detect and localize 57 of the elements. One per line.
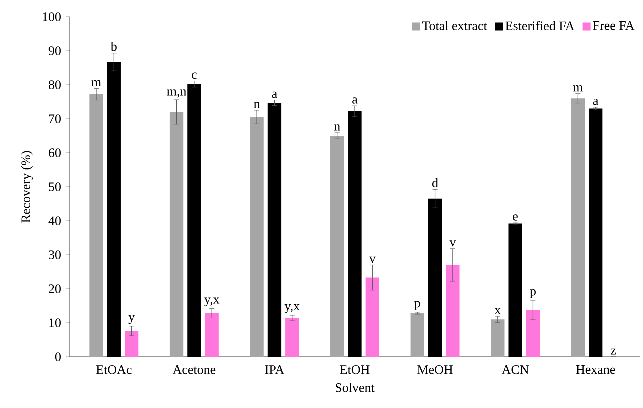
y-tick-label: 80 [48,80,61,90]
y-tick-label: 20 [49,284,61,294]
x-tick-label: Acetone [172,366,216,374]
annotation: p [414,301,420,310]
bar [286,318,300,357]
annotation: v [450,240,456,247]
annotation: y,x [284,304,300,314]
legend-label: Esterified FA [506,21,575,30]
y-tick-label: 0 [55,352,61,362]
y-tick-label: 30 [49,250,61,260]
bar [90,94,104,357]
y-tick-label: 70 [49,114,61,124]
y-tick-label: 100 [43,12,61,22]
annotation: a [593,99,599,106]
bar [526,310,540,357]
annotation: m,n [167,90,187,98]
bar [170,112,184,357]
y-tick-label: 90 [48,46,61,56]
annotation: m [92,80,102,87]
annotation: a [352,98,358,104]
annotation: a [272,92,278,98]
x-tick-label: EtOH [340,366,370,374]
bar [571,98,586,357]
x-tick-label: Hexane [576,366,616,374]
annotation: b [110,42,117,52]
x-axis-title: Solvent [336,383,375,392]
annotation: y,x [204,298,220,307]
bar [410,313,424,357]
x-tick-label: IPA [265,366,285,374]
bar [330,136,344,357]
annotation: n [254,102,260,108]
annotation: v [369,256,376,263]
y-axis-title: Recovery (%) [21,151,34,223]
annotation: m [573,86,584,92]
x-tick-label: EtOAc [96,366,132,374]
annotation: z [610,348,616,355]
y-tick-label: 60 [49,148,61,158]
bar [491,320,505,357]
bar [124,331,139,357]
annotation: n [334,124,340,131]
bar [446,265,460,357]
x-tick-label: MeOH [418,366,453,374]
annotation: e [513,214,518,221]
y-tick-label: 40 [48,216,61,226]
y-tick-label: 50 [49,182,61,192]
bar [250,117,264,357]
bar [366,278,380,357]
x-tick-label: ACN [502,366,529,374]
annotation: y [128,315,136,324]
legend-label: Free FA [593,21,635,30]
legend-label: Total extract [422,21,488,30]
annotation: c [192,72,197,80]
y-tick-label: 10 [50,318,61,328]
annotation: x [494,308,501,314]
bar [205,313,219,357]
annotation: p [530,289,536,298]
annotation: d [432,178,438,188]
